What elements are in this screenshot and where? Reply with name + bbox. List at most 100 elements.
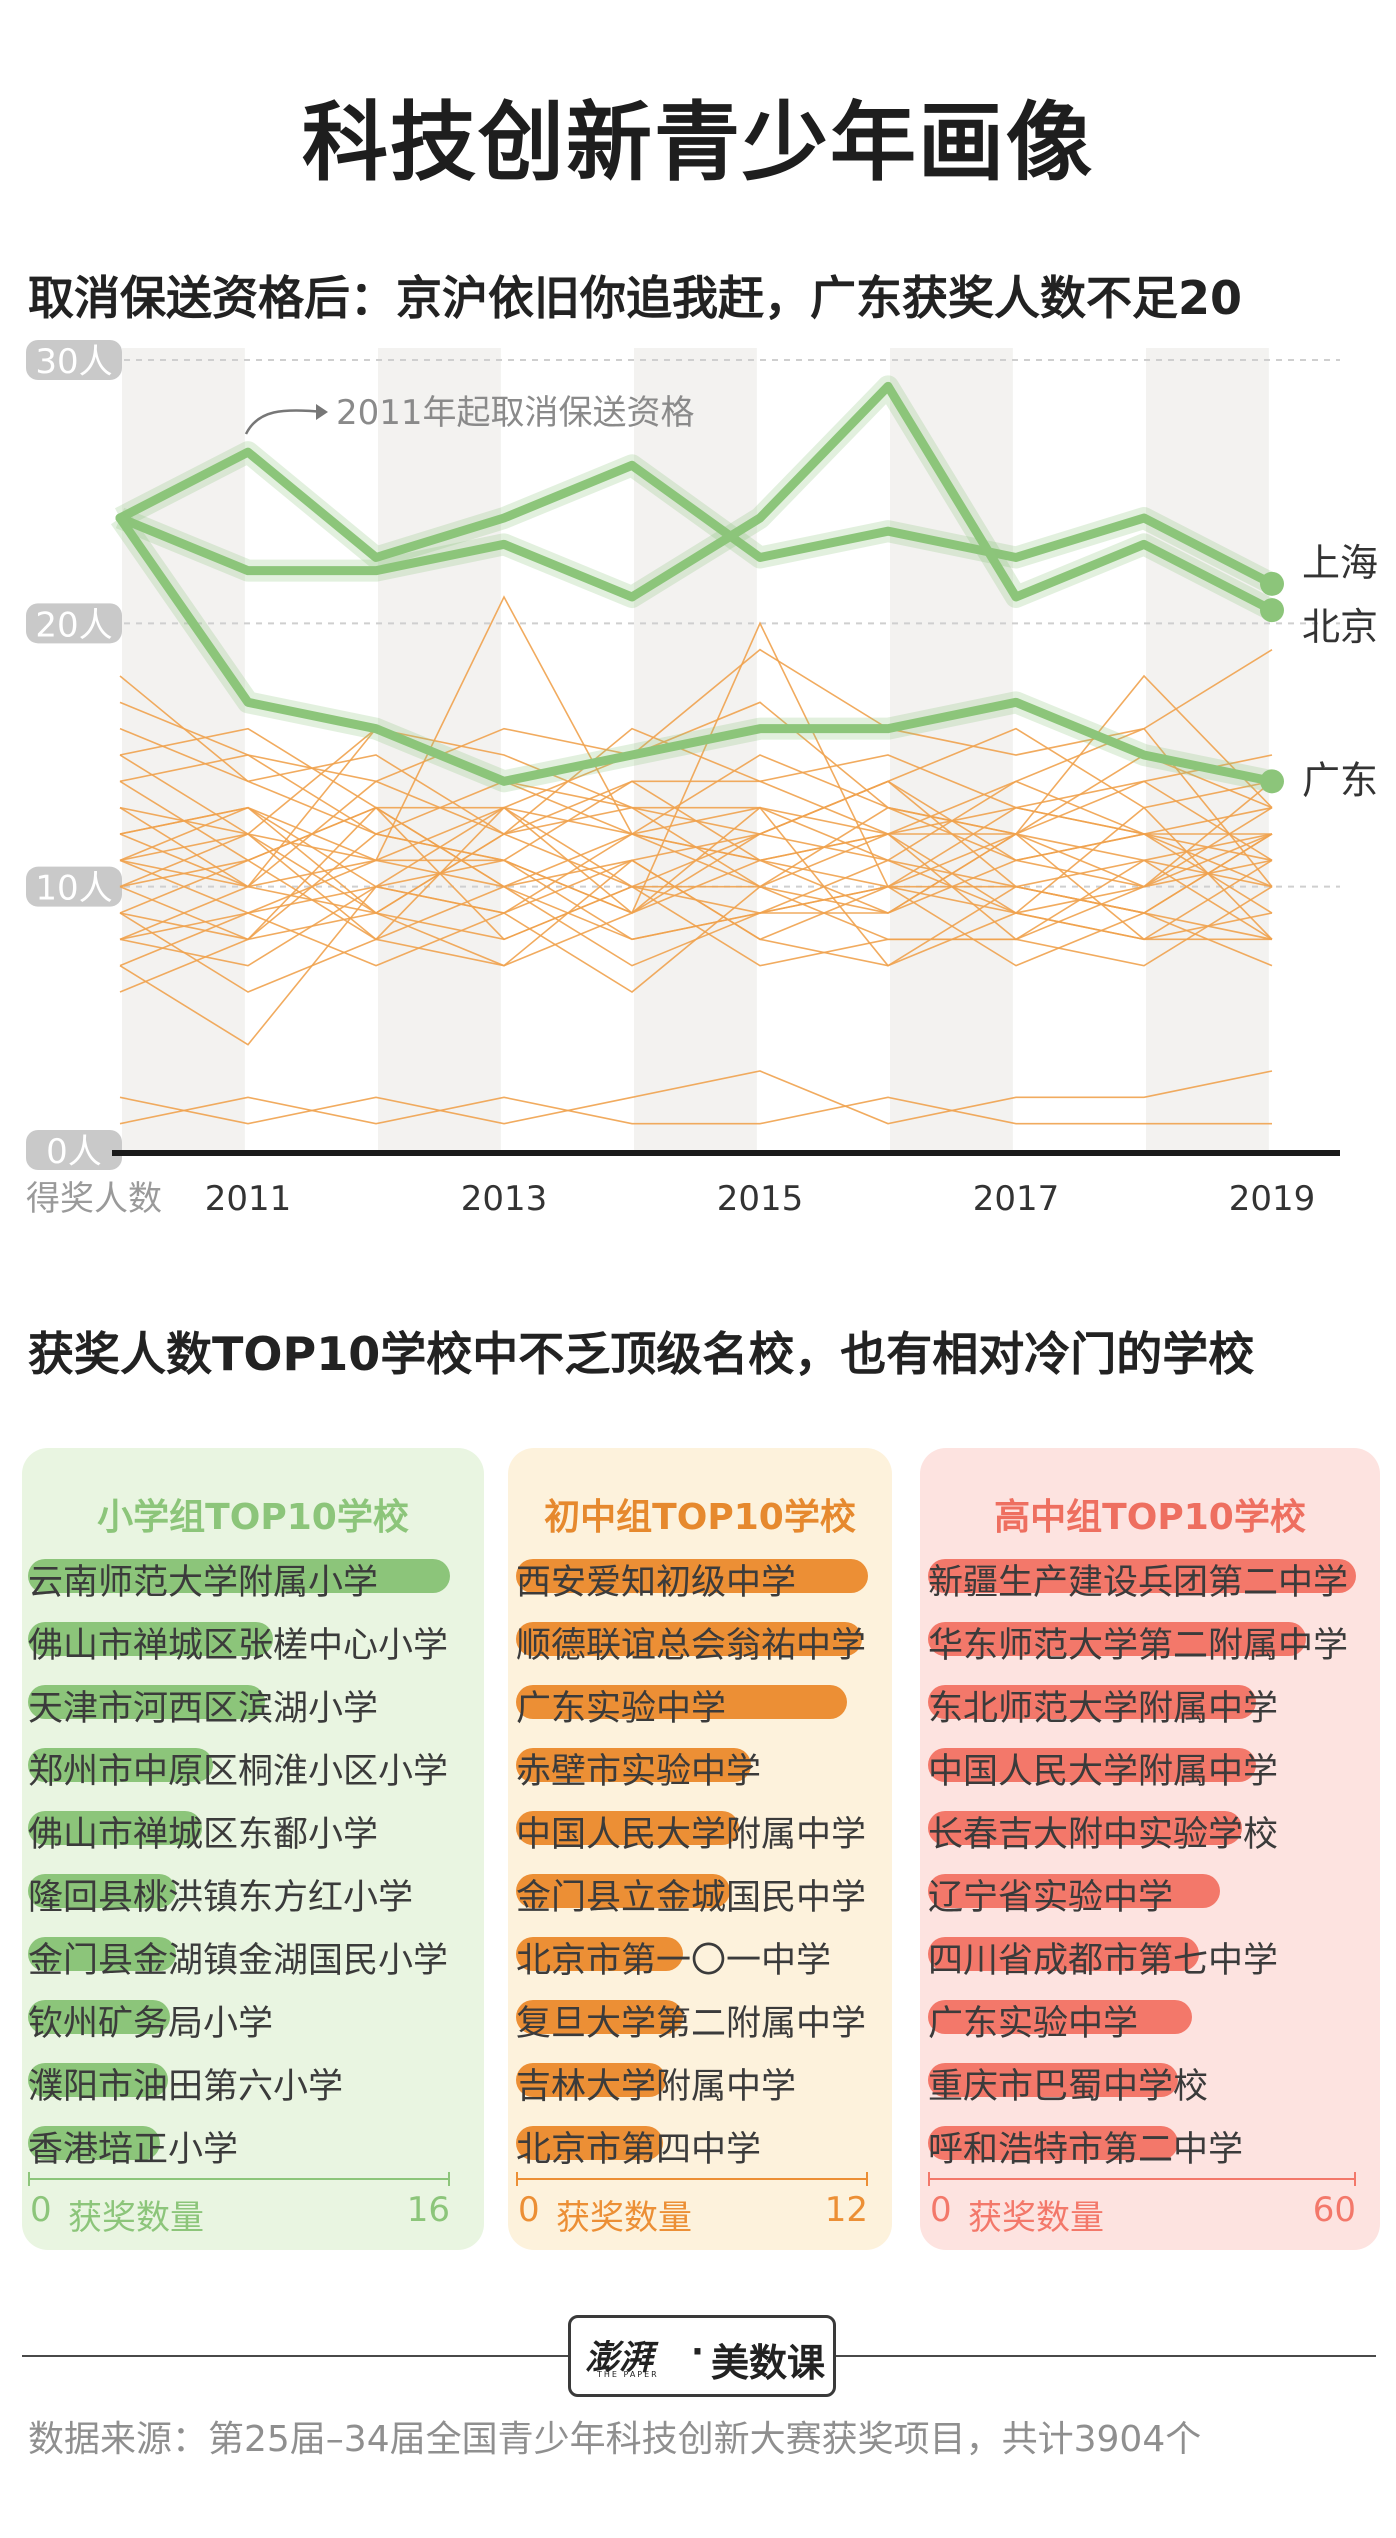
axis-title: 获奖数量 bbox=[556, 2198, 692, 2238]
school-bar bbox=[928, 1811, 1242, 1845]
school-bar bbox=[928, 1937, 1200, 1971]
school-bar bbox=[928, 2000, 1192, 2034]
panel-middle-school: 初中组TOP10学校 西安爱知初级中学 顺德联谊总会翁祐中学 广东实验中学 赤壁市实验… bbox=[508, 1448, 892, 2250]
school-bar bbox=[28, 1622, 274, 1656]
school-bar bbox=[516, 1622, 863, 1656]
logo-brand-sub: THE PAPER bbox=[597, 2370, 659, 2379]
school-name: 华东师范大学第二附属中学 bbox=[928, 1626, 1349, 1666]
y-tick-label: 10人 bbox=[35, 869, 112, 909]
axis-tick bbox=[1354, 2172, 1356, 2186]
series-label: 广东 bbox=[1302, 758, 1378, 802]
page-title: 科技创新青少年画像 bbox=[302, 93, 1094, 193]
school-row: 佛山市禅城区张槎中心小学 bbox=[28, 1609, 450, 1671]
school-bar bbox=[516, 1559, 868, 1593]
school-row: 金门县立金城国民中学 bbox=[516, 1861, 868, 1923]
school-row: 广东实验中学 bbox=[516, 1672, 868, 1734]
school-bar bbox=[28, 1685, 266, 1719]
highlight-line bbox=[115, 447, 1277, 589]
panel-title: 高中组TOP10学校 bbox=[994, 1497, 1306, 1538]
school-row: 东北师范大学附属中学 bbox=[928, 1672, 1356, 1734]
province-line bbox=[119, 1096, 1272, 1125]
school-row: 云南师范大学附属小学 bbox=[28, 1546, 450, 1608]
school-name: 天津市河西区滨湖小学 bbox=[28, 1689, 379, 1729]
school-row: 西安爱知初级中学 bbox=[516, 1546, 868, 1608]
logo-column-name: 美数课 bbox=[711, 2341, 826, 2385]
school-name: 广东实验中学 bbox=[928, 2004, 1139, 2044]
y-tick-label: 0人 bbox=[46, 1132, 102, 1172]
school-bar bbox=[516, 2000, 684, 2034]
panel-title: 初中组TOP10学校 bbox=[544, 1497, 856, 1538]
school-name: 呼和浩特市第二中学 bbox=[928, 2130, 1244, 2170]
school-name: 北京市第一〇一中学 bbox=[516, 1941, 832, 1981]
school-row: 佛山市禅城区东鄱小学 bbox=[28, 1798, 450, 1860]
province-line bbox=[119, 885, 1273, 993]
school-bar bbox=[516, 2126, 663, 2160]
axis-line bbox=[928, 2178, 1356, 2180]
y-tick-label: 30人 bbox=[35, 342, 112, 382]
school-bar bbox=[28, 2063, 168, 2097]
year-band bbox=[1146, 348, 1269, 1150]
school-name: 中国人民大学附属中学 bbox=[928, 1752, 1279, 1792]
school-row: 隆回县桃洪镇东方红小学 bbox=[28, 1861, 450, 1923]
school-name: 复旦大学第二附属中学 bbox=[516, 2004, 867, 2044]
x-tick-label: 2015 bbox=[717, 1179, 804, 1219]
school-name: 吉林大学附属中学 bbox=[516, 2067, 797, 2107]
school-name: 金门县金湖镇金湖国民小学 bbox=[28, 1941, 449, 1981]
data-source: 数据来源：第25届–34届全国青少年科技创新大赛获奖项目，共计3904个 bbox=[28, 2419, 1202, 2460]
axis-max-label: 16 bbox=[406, 2190, 450, 2230]
highlight-end-dot bbox=[1260, 769, 1284, 794]
province-line bbox=[119, 754, 1272, 835]
school-bar bbox=[516, 1937, 684, 1971]
axis-max-label: 60 bbox=[1312, 2190, 1356, 2230]
axis-min-label: 0 bbox=[518, 2190, 540, 2230]
school-row: 呼和浩特市第二中学 bbox=[928, 2113, 1356, 2175]
school-name: 隆回县桃洪镇东方红小学 bbox=[28, 1878, 414, 1918]
school-bar bbox=[516, 1685, 848, 1719]
annotation-arrow bbox=[244, 409, 325, 435]
y-tick-badge bbox=[26, 866, 122, 907]
school-name: 钦州矿务局小学 bbox=[28, 2004, 274, 2044]
panel-title: 小学组TOP10学校 bbox=[97, 1497, 409, 1538]
panel-primary-school: 小学组TOP10学校 云南师范大学附属小学佛山市禅城区张槎中心小学 天津市河西区滨… bbox=[22, 1448, 484, 2250]
school-name: 长春吉大附中实验学校 bbox=[928, 1815, 1279, 1855]
school-name: 佛山市禅城区张槎中心小学 bbox=[28, 1626, 449, 1666]
x-tick-label: 2019 bbox=[1229, 1179, 1316, 1219]
school-name: 郑州市中原区桐淮小区小学 bbox=[28, 1752, 449, 1792]
school-name: 云南师范大学附属小学 bbox=[28, 1563, 379, 1603]
school-bar bbox=[928, 1622, 1307, 1656]
axis-tick bbox=[28, 2172, 30, 2186]
school-name: 北京市第四中学 bbox=[516, 2130, 762, 2170]
y-tick-badge bbox=[26, 340, 122, 380]
province-line bbox=[119, 701, 1273, 835]
school-bar bbox=[28, 1811, 203, 1845]
school-row: 重庆市巴蜀中学校 bbox=[928, 2050, 1356, 2112]
school-bar bbox=[928, 2063, 1178, 2097]
axis-tick bbox=[516, 2172, 518, 2186]
school-bar bbox=[928, 2126, 1178, 2160]
axis-tick bbox=[866, 2172, 868, 2186]
school-row: 郑州市中原区桐淮小区小学 bbox=[28, 1735, 450, 1797]
x-axis-title: 得奖人数 bbox=[26, 1179, 162, 1219]
school-name: 佛山市禅城区东鄱小学 bbox=[28, 1815, 379, 1855]
school-row: 北京市第一〇一中学 bbox=[516, 1924, 868, 1986]
school-bar bbox=[516, 1748, 751, 1782]
school-row: 钦州矿务局小学 bbox=[28, 1987, 450, 2049]
province-line bbox=[119, 780, 1273, 914]
school-row: 北京市第四中学 bbox=[516, 2113, 868, 2175]
school-row: 复旦大学第二附属中学 bbox=[516, 1987, 868, 2049]
series-label: 北京 bbox=[1302, 605, 1378, 649]
school-row: 吉林大学附属中学 bbox=[516, 2050, 868, 2112]
y-tick-label: 20人 bbox=[35, 605, 112, 645]
line-chart-title: 取消保送资格后：京沪依旧你追我赶，广东获奖人数不足20 bbox=[28, 271, 1243, 325]
school-bar bbox=[928, 1559, 1356, 1593]
axis-tick bbox=[928, 2172, 930, 2186]
axis-line bbox=[516, 2178, 868, 2180]
highlight-end-dot bbox=[1260, 571, 1284, 596]
school-bar bbox=[516, 1811, 739, 1845]
school-name: 顺德联谊总会翁祐中学 bbox=[516, 1626, 867, 1666]
school-bar bbox=[928, 1748, 1257, 1782]
school-row: 中国人民大学附属中学 bbox=[928, 1735, 1356, 1797]
school-row: 香港培正小学 bbox=[28, 2113, 450, 2175]
school-row: 辽宁省实验中学 bbox=[928, 1861, 1356, 1923]
school-row: 天津市河西区滨湖小学 bbox=[28, 1672, 450, 1734]
